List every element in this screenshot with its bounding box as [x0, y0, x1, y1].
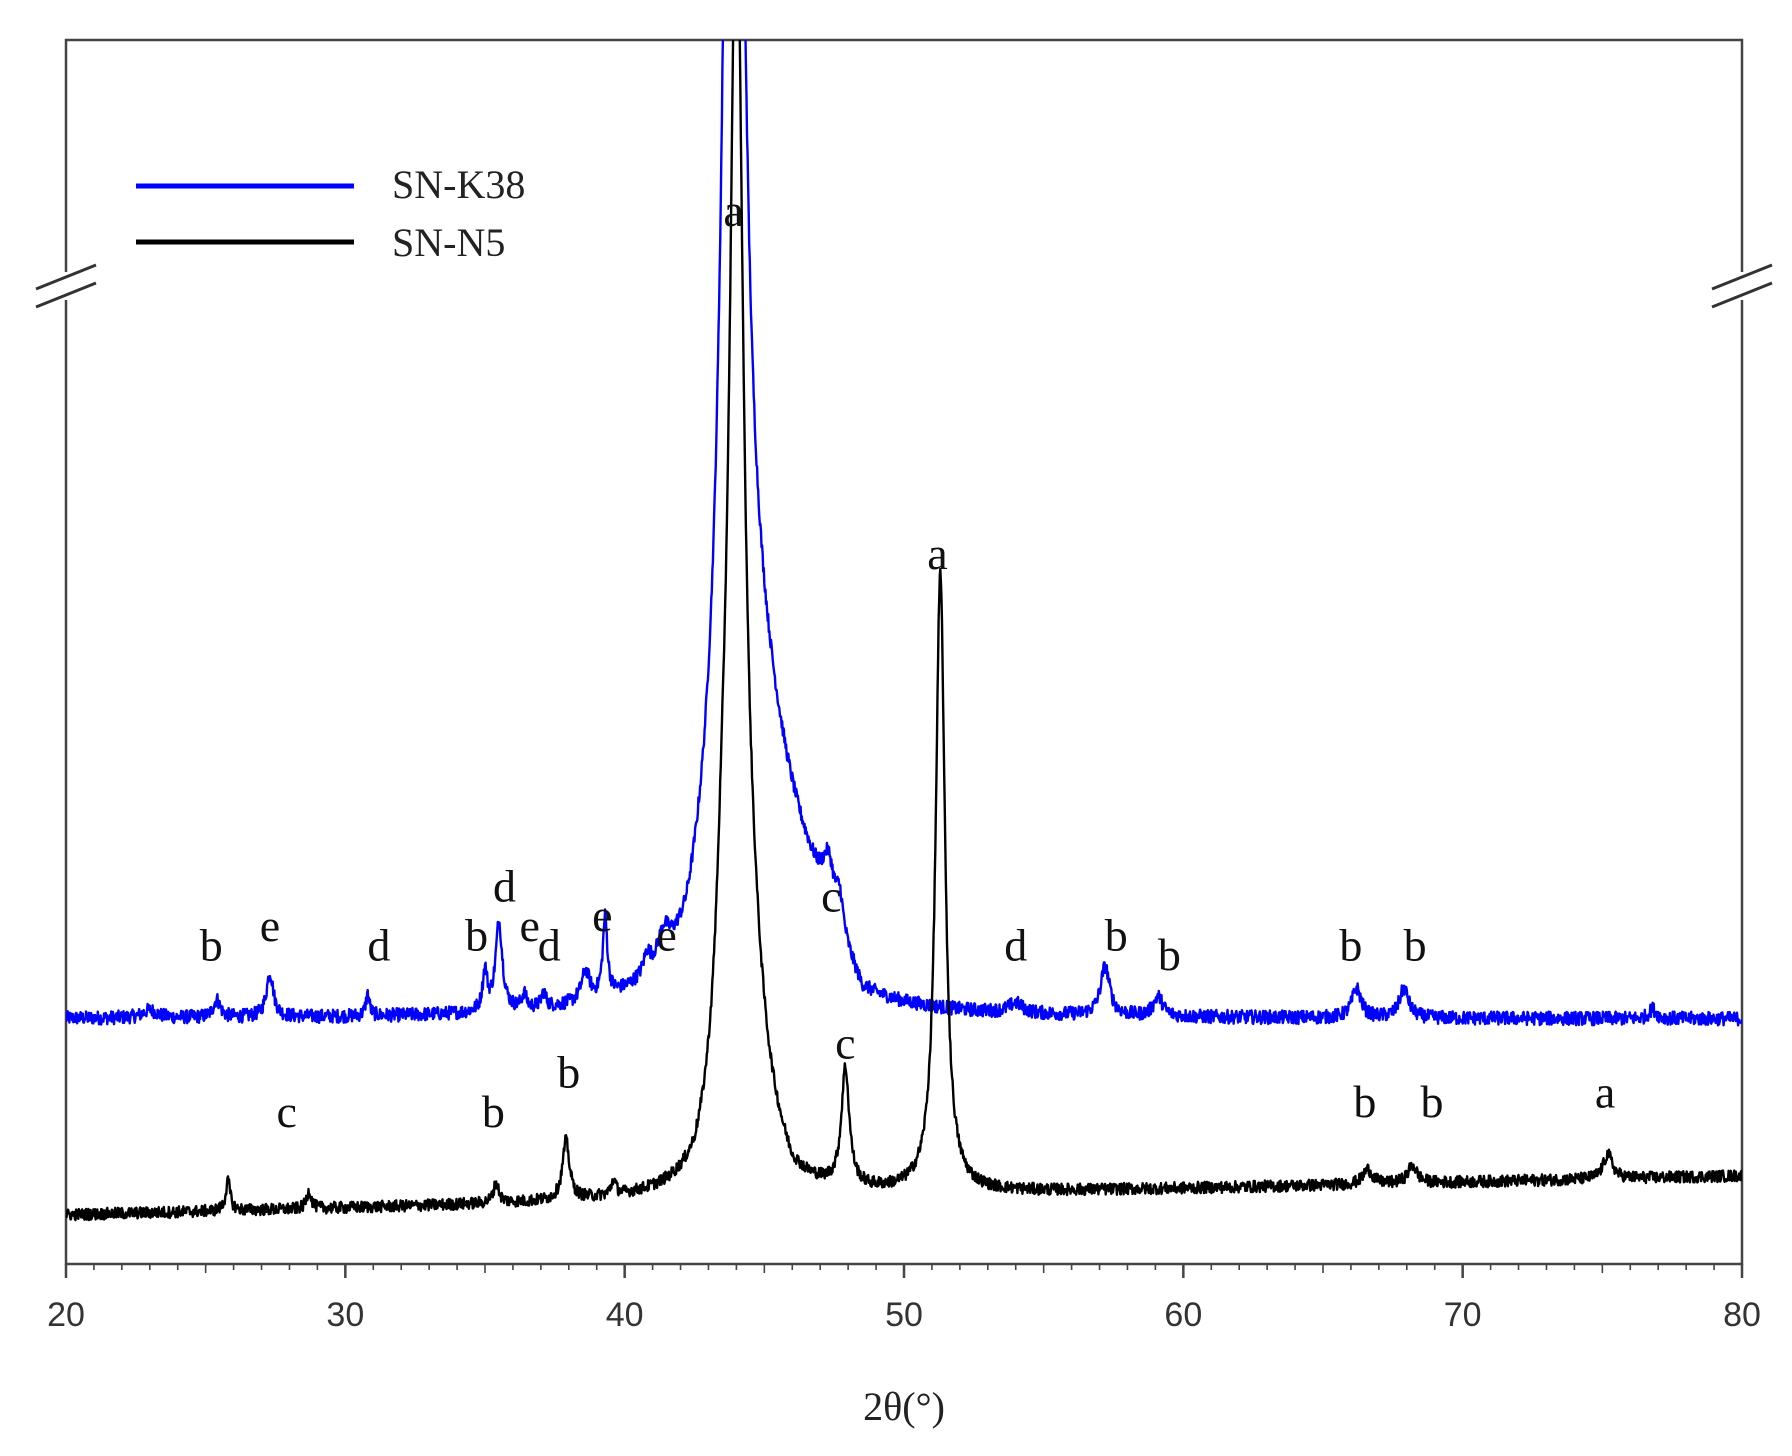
right-axis-break-mark [1711, 281, 1773, 309]
legend-label-sn-n5: SN-N5 [392, 220, 505, 265]
peak-label-b: b [1404, 919, 1427, 970]
peak-label-a: a [1595, 1066, 1615, 1117]
peak-label-b: b [1158, 929, 1181, 980]
legend: SN-K38 SN-N5 [136, 162, 525, 265]
peak-label-c: c [821, 870, 841, 921]
x-axis: 20 30 40 50 60 70 80 [47, 1264, 1761, 1334]
x-tick-label: 70 [1444, 1296, 1482, 1334]
x-tick-label: 80 [1723, 1296, 1761, 1334]
peak-label-c: c [276, 1086, 296, 1137]
peak-label-b: b [482, 1086, 505, 1137]
series-line-sn-n5 [66, 40, 1742, 1222]
x-tick-label: 40 [606, 1296, 644, 1334]
x-tick-label: 60 [1164, 1296, 1202, 1334]
plot-frame [64, 38, 1744, 1266]
peak-label-b: b [1353, 1076, 1376, 1127]
peak-label-e: e [656, 910, 676, 961]
peak-label-c: c [835, 1017, 855, 1068]
x-tick-label: 20 [47, 1296, 85, 1334]
peak-label-d: d [1004, 919, 1027, 970]
peak-label-d: d [367, 919, 390, 970]
peak-label-b: b [1105, 910, 1128, 961]
peak-label-a: a [723, 185, 743, 236]
peak-label-b: b [1420, 1076, 1443, 1127]
left-axis-break-mark [35, 263, 97, 291]
peak-label-e: e [260, 900, 280, 951]
x-tick-label: 50 [885, 1296, 923, 1334]
right-axis-break-mark [1711, 263, 1773, 291]
series-line-sn-k38 [66, 40, 1742, 1027]
peak-label-b: b [1339, 919, 1362, 970]
peak-label-a: a [927, 528, 947, 579]
peak-label-e: e [519, 900, 539, 951]
peak-label-b: b [557, 1047, 580, 1098]
left-axis-break-mark [35, 281, 97, 309]
x-axis-title: 2θ(°) [863, 1384, 945, 1429]
y-axis-break [35, 263, 1773, 309]
peak-label-d: d [538, 919, 561, 970]
legend-label-sn-k38: SN-K38 [392, 162, 525, 207]
peak-label-b: b [465, 910, 488, 961]
peak-label-d: d [493, 861, 516, 912]
series-layer [66, 40, 1742, 1222]
peak-label-e: e [592, 890, 612, 941]
x-tick-label: 30 [326, 1296, 364, 1334]
peak-label-b: b [200, 919, 223, 970]
